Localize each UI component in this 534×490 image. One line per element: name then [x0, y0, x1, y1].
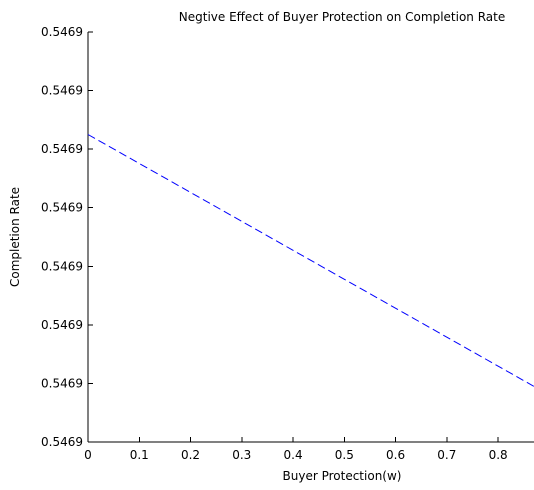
series-line-0 [87, 134, 534, 387]
x-axis-label: Buyer Protection(w) [283, 469, 402, 483]
x-tick-label: 0.6 [386, 448, 405, 462]
x-tick-label: 0.1 [130, 448, 149, 462]
y-tick-label: 0.5469 [41, 84, 83, 98]
y-tick-label: 0.5469 [41, 142, 83, 156]
x-tick-label: 0.4 [284, 448, 303, 462]
y-tick-label: 0.5469 [41, 376, 83, 390]
x-tick-label: 0.7 [437, 448, 456, 462]
y-tick-label: 0.5469 [41, 318, 83, 332]
x-tick-label: 0.3 [232, 448, 251, 462]
x-ticks: 0 0.1 0.2 0.3 0.4 0.5 0.6 0.7 0.8 [84, 437, 508, 462]
chart-title: Negtive Effect of Buyer Protection on Co… [179, 10, 505, 24]
x-tick-label: 0.5 [335, 448, 354, 462]
series-layer [87, 134, 534, 387]
y-ticks: 0.5469 0.5469 0.5469 0.5469 0.5469 0.5469 0.54… [41, 25, 93, 449]
x-tick-label: 0 [84, 448, 92, 462]
y-tick-label: 0.5469 [41, 259, 83, 273]
y-tick-label: 0.5469 [41, 201, 83, 215]
y-tick-label: 0.5469 [41, 435, 83, 449]
x-tick-label: 0.2 [181, 448, 200, 462]
y-tick-label: 0.5469 [41, 25, 83, 39]
y-axis-label: Completion Rate [8, 187, 22, 287]
x-tick-label: 0.8 [489, 448, 508, 462]
